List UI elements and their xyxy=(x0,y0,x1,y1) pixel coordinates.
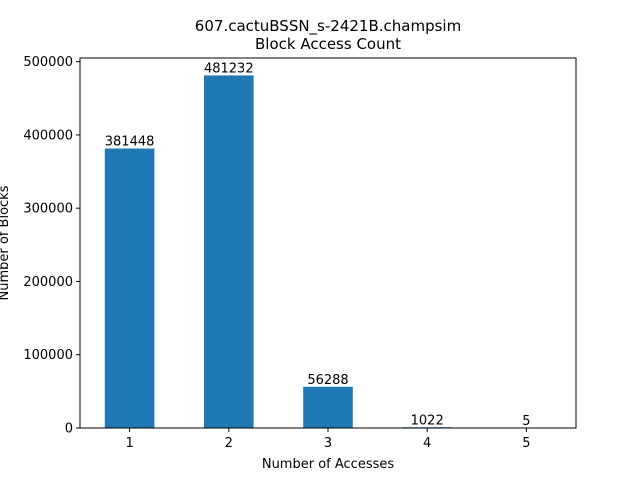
x-tick-label: 2 xyxy=(225,436,233,451)
chart-subtitle: Block Access Count xyxy=(255,35,401,53)
y-tick-label: 300000 xyxy=(23,202,73,217)
bar-3 xyxy=(303,386,353,428)
bar-2 xyxy=(204,75,254,428)
x-tick-label: 1 xyxy=(125,436,133,451)
x-axis: 1 2 3 4 5 xyxy=(125,428,531,451)
x-tick-label: 3 xyxy=(324,436,332,451)
y-tick-label: 400000 xyxy=(23,128,73,143)
bar-label-4: 1022 xyxy=(411,413,444,428)
x-axis-label: Number of Accesses xyxy=(262,457,395,472)
bar-label-1: 381448 xyxy=(105,135,155,150)
bar-value-labels: 381448 481232 56288 1022 5 xyxy=(105,61,531,429)
bar-label-2: 481232 xyxy=(204,61,254,76)
x-tick-label: 5 xyxy=(522,436,530,451)
y-tick-label: 0 xyxy=(65,422,73,437)
x-tick-label: 4 xyxy=(423,436,431,451)
y-axis-label: Number of Blocks xyxy=(0,185,12,300)
chart-title: 607.cactuBSSN_s-2421B.champsim xyxy=(195,17,461,36)
y-tick-label: 200000 xyxy=(23,275,73,290)
y-axis: 0 100000 200000 300000 400000 500000 xyxy=(23,55,80,437)
bar-label-3: 56288 xyxy=(307,373,348,388)
y-tick-label: 500000 xyxy=(23,55,73,70)
y-tick-label: 100000 xyxy=(23,348,73,363)
bar-1 xyxy=(104,148,155,428)
bar-label-5: 5 xyxy=(522,414,530,429)
